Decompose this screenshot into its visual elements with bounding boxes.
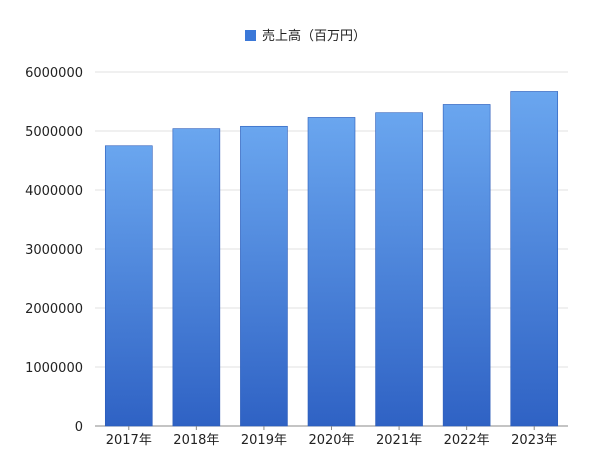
bar: [375, 112, 423, 427]
y-tick-label: 5000000: [25, 125, 83, 140]
y-tick-label: 6000000: [25, 66, 83, 81]
bar: [510, 91, 559, 427]
bar: [172, 128, 221, 427]
legend-label: 売上高（百万円）: [262, 28, 366, 44]
x-tick-label: 2022年: [444, 433, 490, 448]
x-tick-label: 2019年: [241, 433, 287, 448]
legend-swatch: [245, 30, 256, 41]
x-axis: 2017年 2018年 2019年 2020年 2021年 2022年 2023年: [106, 426, 557, 448]
x-tick-label: 2018年: [173, 433, 219, 448]
y-tick-label: 1000000: [25, 361, 83, 376]
y-tick-label: 2000000: [25, 302, 83, 317]
bars: [104, 91, 559, 427]
bar: [442, 104, 491, 427]
x-tick-label: 2023年: [511, 433, 557, 448]
x-tick-label: 2017年: [106, 433, 152, 448]
x-tick-label: 2021年: [376, 433, 422, 448]
legend: 売上高（百万円）: [245, 28, 366, 44]
y-axis: 0 1000000 2000000 3000000 4000000 5000000 6000…: [25, 66, 83, 435]
y-tick-label: 4000000: [25, 184, 83, 199]
y-tick-label: 3000000: [25, 243, 83, 258]
y-tick-label: 0: [75, 420, 83, 435]
x-tick-label: 2020年: [308, 433, 354, 448]
bar: [307, 117, 356, 427]
bar: [240, 125, 288, 427]
bar: [104, 145, 153, 427]
